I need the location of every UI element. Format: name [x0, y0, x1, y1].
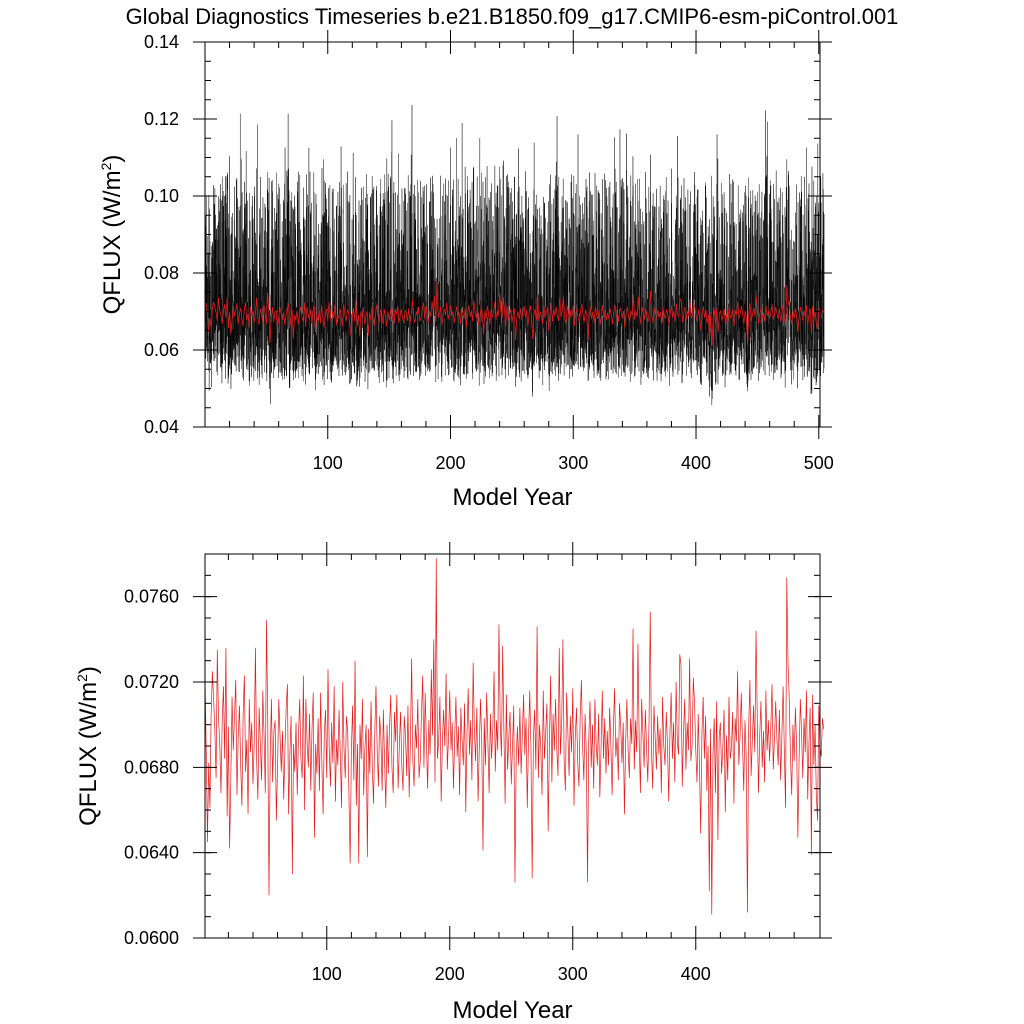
y-tick-label: 0.0680 — [124, 757, 179, 777]
x-tick-label: 500 — [804, 453, 834, 473]
x-axis-label: Model Year — [452, 484, 572, 511]
y-tick-label: 0.0720 — [124, 672, 179, 692]
annual-overlay-layer — [205, 281, 825, 346]
y-axis-label-base: QFLUX (W/m — [99, 170, 126, 314]
y-tick-label: 0.0600 — [124, 928, 179, 948]
x-tick-label: 200 — [435, 453, 465, 473]
monthly-panel: 100 200 300 400 5000.040.060.080.100.120.14 … — [98, 30, 834, 511]
y-tick-label: 0.06 — [144, 340, 179, 360]
y-axis-label: QFLUX (W/m2) — [74, 666, 102, 826]
y-tick-label: 0.04 — [144, 417, 179, 437]
y-tick-label: 0.14 — [144, 32, 179, 52]
x-axis-label: Model Year — [452, 997, 572, 1024]
y-axis-label-close: ) — [75, 666, 102, 674]
annual-mean-line — [205, 281, 825, 346]
monthly-series-line — [205, 105, 825, 406]
figure-title: Global Diagnostics Timeseries b.e21.B185… — [126, 4, 899, 29]
annual-mean-line — [204, 558, 825, 915]
y-axis-label: QFLUX (W/m2) — [98, 155, 126, 315]
y-tick-label: 0.0760 — [124, 587, 179, 607]
x-tick-label: 200 — [435, 964, 465, 984]
annual-panel: 100 200 300 400 0.0600 0.0640 0.0680 0.0720 0.07… — [74, 542, 832, 1024]
y-tick-label: 0.12 — [144, 109, 179, 129]
y-axis-label-superscript: 2 — [74, 674, 90, 682]
monthly-series-layer — [205, 105, 825, 406]
x-tick-label: 400 — [681, 453, 711, 473]
annual-axes: 100 200 300 400 0.0600 0.0640 0.0680 0.0720 0.07… — [124, 542, 832, 984]
x-tick-label: 100 — [312, 964, 342, 984]
x-tick-label: 300 — [558, 453, 588, 473]
y-tick-label: 0.10 — [144, 186, 179, 206]
y-tick-label: 0.08 — [144, 263, 179, 283]
y-axis-label-base: QFLUX (W/m — [75, 682, 102, 826]
monthly-axes: 100 200 300 400 500 0.04 0.06 0.08 0.10 0.12 0.14 — [144, 30, 834, 473]
y-axis-label-close: ) — [99, 155, 126, 163]
annual-series-layer — [204, 558, 825, 915]
x-tick-label: 300 — [558, 964, 588, 984]
x-tick-label: 400 — [681, 964, 711, 984]
x-tick-label: 100 — [313, 453, 343, 473]
y-axis-label-superscript: 2 — [98, 162, 114, 170]
y-tick-label: 0.0640 — [124, 843, 179, 863]
